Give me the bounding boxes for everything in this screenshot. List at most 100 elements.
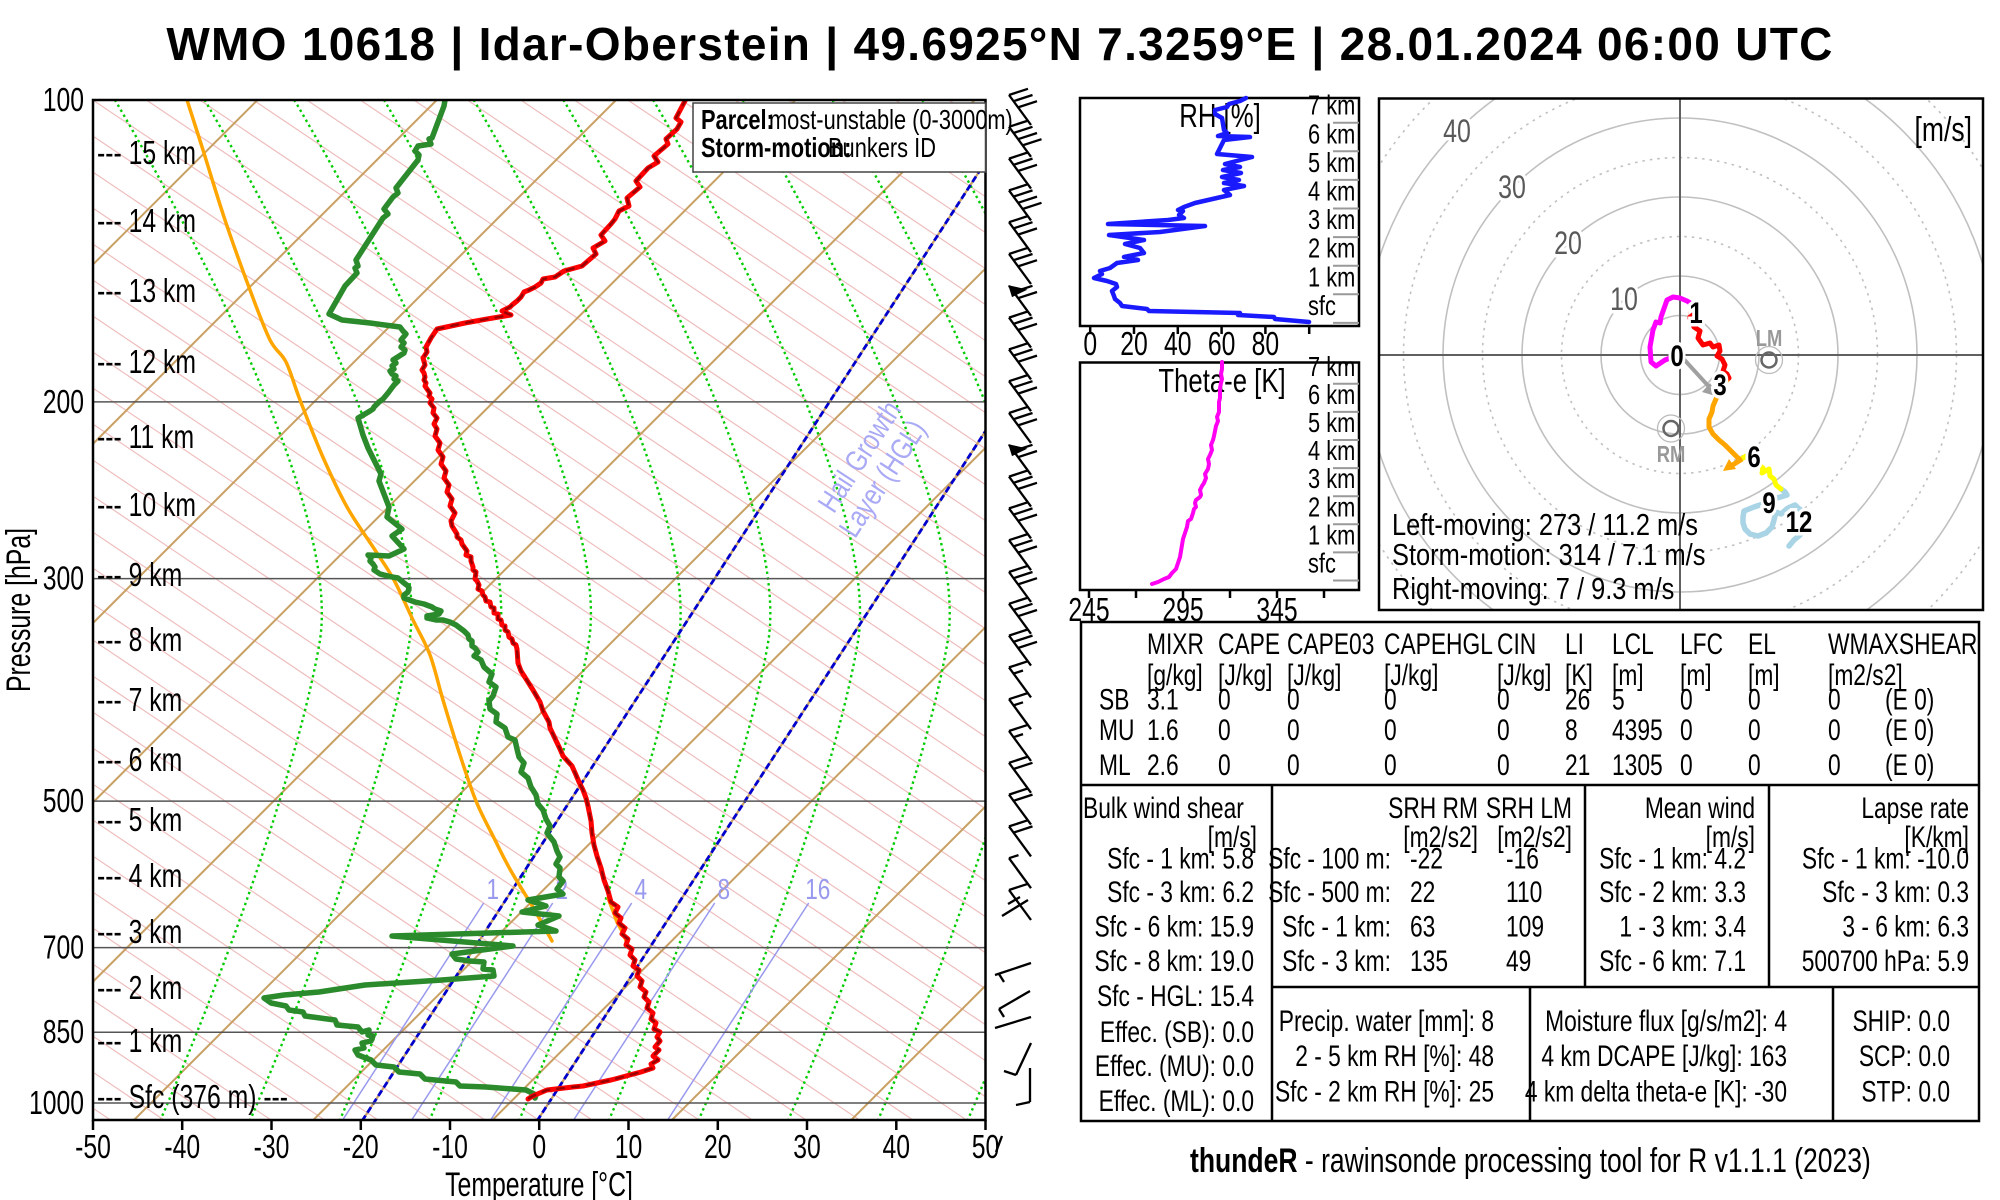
svg-text:WMAXSHEAR: WMAXSHEAR: [1828, 627, 1977, 661]
svg-text:0: 0: [1218, 682, 1231, 716]
svg-text:MIXR: MIXR: [1147, 627, 1204, 661]
svg-text:[m2/s2]: [m2/s2]: [1403, 820, 1478, 854]
svg-text:[m/s]: [m/s]: [1915, 111, 1972, 149]
svg-text:0: 0: [1497, 748, 1510, 782]
svg-text:--- 11 km: --- 11 km: [97, 420, 194, 456]
svg-text:1000: 1000: [29, 1086, 84, 1122]
svg-text:(E 0): (E 0): [1885, 748, 1934, 782]
svg-text:[J/kg]: [J/kg]: [1497, 658, 1551, 692]
svg-text:0: 0: [1384, 713, 1397, 747]
svg-text:[J/kg]: [J/kg]: [1384, 658, 1438, 692]
svg-text:0: 0: [1287, 713, 1300, 747]
svg-text:Parcel:: Parcel:: [701, 104, 774, 135]
svg-text:9: 9: [1762, 485, 1775, 519]
svg-text:--- Sfc (376 m) ---: --- Sfc (376 m) ---: [97, 1080, 288, 1116]
svg-text:110: 110: [1506, 875, 1542, 909]
svg-text:Sfc - 6 km: 15.9: Sfc - 6 km: 15.9: [1094, 909, 1254, 943]
svg-text:0: 0: [1287, 682, 1300, 716]
svg-text:Sfc - 8 km: 19.0: Sfc - 8 km: 19.0: [1094, 944, 1254, 978]
svg-text:--- 12 km: --- 12 km: [97, 345, 196, 381]
svg-text:-50: -50: [75, 1130, 111, 1166]
svg-text:Bulk wind shear: Bulk wind shear: [1083, 791, 1244, 825]
svg-text:SHIP: 0.0: SHIP: 0.0: [1852, 1004, 1950, 1038]
svg-text:10: 10: [615, 1130, 643, 1166]
svg-text:8: 8: [1565, 713, 1578, 747]
svg-text:0: 0: [532, 1130, 546, 1166]
svg-text:[m2/s2]: [m2/s2]: [1497, 820, 1572, 854]
svg-text:0: 0: [1497, 682, 1510, 716]
svg-text:0: 0: [1218, 748, 1231, 782]
svg-text:Sfc - 500 m:: Sfc - 500 m:: [1268, 875, 1391, 909]
svg-text:345: 345: [1256, 593, 1297, 629]
svg-text:Right-moving: 7 / 9.3 m/s: Right-moving: 7 / 9.3 m/s: [1392, 572, 1674, 607]
svg-text:Sfc - 1 km:: Sfc - 1 km:: [1282, 909, 1391, 943]
svg-text:--- 14 km: --- 14 km: [97, 204, 196, 240]
svg-text:1305: 1305: [1612, 748, 1663, 782]
svg-text:850: 850: [43, 1015, 84, 1051]
svg-text:7 km: 7 km: [1308, 90, 1355, 121]
svg-text:--- 13 km: --- 13 km: [97, 274, 196, 310]
svg-text:2 - 5 km RH [%]: 48: 2 - 5 km RH [%]: 48: [1295, 1039, 1494, 1073]
svg-text:Effec. (SB): 0.0: Effec. (SB): 0.0: [1100, 1015, 1254, 1049]
svg-text:Sfc - 6 km: 7.1: Sfc - 6 km: 7.1: [1599, 944, 1746, 978]
svg-text:0: 0: [1497, 713, 1510, 747]
svg-text:0: 0: [1828, 713, 1841, 747]
svg-text:500700 hPa: 5.9: 500700 hPa: 5.9: [1802, 944, 1969, 978]
svg-text:Sfc - 2 km RH [%]: 25: Sfc - 2 km RH [%]: 25: [1275, 1074, 1494, 1108]
svg-text:Storm-motion:: Storm-motion:: [701, 132, 851, 163]
svg-text:3.1: 3.1: [1147, 682, 1179, 716]
svg-text:--- 9 km: --- 9 km: [97, 558, 182, 594]
svg-text:1 km: 1 km: [1308, 262, 1355, 293]
svg-text:500: 500: [43, 784, 84, 820]
svg-text:--- 3 km: --- 3 km: [97, 915, 182, 951]
svg-text:135: 135: [1410, 944, 1448, 978]
svg-text:1: 1: [487, 872, 500, 905]
svg-text:Sfc - 2 km: 3.3: Sfc - 2 km: 3.3: [1599, 875, 1746, 909]
svg-text:0: 0: [1670, 338, 1683, 372]
svg-text:MU: MU: [1099, 713, 1134, 747]
svg-text:SRH LM: SRH LM: [1486, 791, 1572, 825]
svg-text:0: 0: [1680, 682, 1693, 716]
svg-text:STP: 0.0: STP: 0.0: [1861, 1074, 1950, 1108]
svg-text:30: 30: [793, 1130, 821, 1166]
svg-text:5 km: 5 km: [1308, 147, 1355, 178]
svg-text:[J/kg]: [J/kg]: [1287, 658, 1341, 692]
svg-text:[m]: [m]: [1612, 658, 1644, 692]
svg-text:LM: LM: [1756, 326, 1783, 351]
svg-text:[m/s]: [m/s]: [1706, 820, 1755, 854]
svg-text:0: 0: [1384, 682, 1397, 716]
svg-text:ML: ML: [1099, 748, 1131, 782]
svg-text:22: 22: [1410, 875, 1435, 909]
svg-text:Pressure [hPa]: Pressure [hPa]: [0, 528, 38, 692]
svg-text:20: 20: [1120, 327, 1148, 363]
svg-text:[m]: [m]: [1748, 658, 1780, 692]
svg-text:0: 0: [1748, 682, 1761, 716]
svg-text:4 km delta theta-e [K]: -30: 4 km delta theta-e [K]: -30: [1525, 1074, 1787, 1108]
svg-text:1 - 3 km: 3.4: 1 - 3 km: 3.4: [1619, 909, 1746, 943]
svg-text:Sfc - HGL: 15.4: Sfc - HGL: 15.4: [1097, 979, 1254, 1013]
svg-text:CAPE: CAPE: [1218, 627, 1280, 661]
svg-text:300: 300: [43, 561, 84, 597]
svg-text:5: 5: [1612, 682, 1625, 716]
svg-text:-10: -10: [432, 1130, 468, 1166]
svg-text:80: 80: [1252, 327, 1280, 363]
svg-text:[m/s]: [m/s]: [1208, 820, 1257, 854]
svg-text:Sfc - 3 km: 0.3: Sfc - 3 km: 0.3: [1822, 875, 1969, 909]
svg-text:700: 700: [43, 930, 84, 966]
svg-text:[g/kg]: [g/kg]: [1147, 658, 1203, 692]
svg-text:RM: RM: [1657, 442, 1686, 467]
svg-text:3 km: 3 km: [1308, 205, 1355, 236]
svg-text:-16: -16: [1506, 841, 1539, 875]
svg-text:sfc: sfc: [1308, 290, 1336, 321]
svg-text:Temperature [°C]: Temperature [°C]: [445, 1166, 633, 1200]
svg-text:SB: SB: [1099, 682, 1129, 716]
svg-text:3 - 6 km: 6.3: 3 - 6 km: 6.3: [1842, 909, 1969, 943]
svg-text:4 km: 4 km: [1308, 176, 1355, 207]
svg-text:Mean wind: Mean wind: [1645, 791, 1755, 825]
svg-text:most-unstable (0-3000m): most-unstable (0-3000m): [769, 104, 1013, 135]
svg-text:0: 0: [1748, 748, 1761, 782]
svg-text:(E 0): (E 0): [1885, 713, 1934, 747]
svg-text:26: 26: [1565, 682, 1590, 716]
svg-text:1: 1: [1689, 295, 1702, 329]
svg-text:2.6: 2.6: [1147, 748, 1179, 782]
